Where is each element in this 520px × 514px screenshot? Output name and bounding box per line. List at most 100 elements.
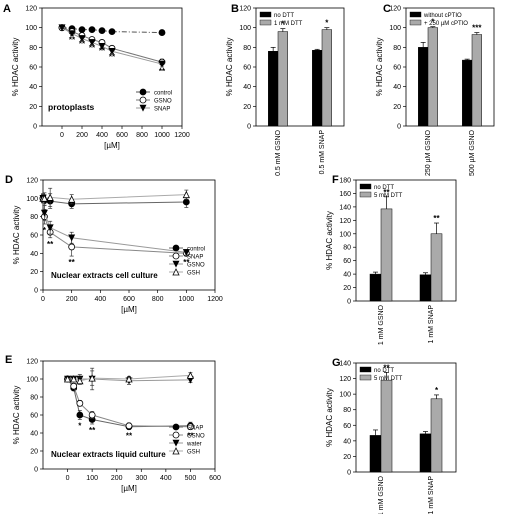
legend-marker [172,260,180,268]
data-point [125,375,133,383]
data-point [68,234,76,242]
x-axis-label: [µM] [121,484,137,493]
y-tick-label: 100 [25,25,37,32]
data-point [88,26,96,34]
y-tick-label: 20 [30,269,38,276]
bar [430,233,443,302]
y-tick-label: 20 [30,449,38,456]
y-tick-label: 120 [339,218,351,225]
data-point [88,374,96,382]
x-axis-label: [µM] [104,141,120,150]
inset-label: protoplasts [48,102,95,112]
legend-marker [172,431,180,439]
significance-label: ** [383,188,390,197]
significance-label: ** [79,40,86,49]
series-line [42,198,187,205]
bar [369,273,382,302]
y-tick-label: 80 [243,45,251,52]
x-tick-label: 500 [185,475,197,482]
inset-label: Nuclear extracts cell culture [51,271,158,280]
category-label: 1 mM GSNO [378,304,385,345]
y-axis-label: % HDAC activity [12,386,21,445]
x-tick-label: 600 [209,475,221,482]
significance-label: ** [109,52,116,61]
legend: SNAP GSNO water GSH [169,423,205,455]
x-tick-label: 1000 [179,296,195,303]
x-axis-label: [µM] [121,305,137,314]
y-tick-label: 0 [397,124,401,131]
y-tick-label: 100 [339,392,351,399]
x-tick-label: 400 [94,296,106,303]
y-axis-label: % HDAC activity [375,38,384,97]
y-axis-label: % HDAC activity [325,388,334,447]
legend: control GSNO SNAP [136,88,172,112]
legend: without cPTIO + 250 µM cPTIO [409,11,468,27]
panel-c: C 0 20 40 60 80 100 120 % HDAC activity * 250 µM G… [375,3,495,176]
significance-label: * [325,19,329,28]
category-label: 1 mM SNAP [428,476,435,514]
y-tick-label: 120 [339,376,351,383]
legend-label: SNAP [154,106,170,112]
legend-marker [172,244,180,252]
legend-label: GSNO [187,433,205,439]
category-label: 1 mM GSNO [378,475,385,514]
category-label: 1 mM SNAP [428,305,435,344]
y-tick-label: 40 [29,84,37,91]
x-tick-label: 200 [76,132,88,139]
y-tick-label: 140 [339,361,351,368]
y-tick-label: 120 [25,6,37,13]
y-tick-label: 100 [26,196,38,203]
x-tick-label: 800 [152,296,164,303]
significance-label: ** [69,36,76,45]
legend-label: water [186,441,202,447]
bar [312,50,323,127]
x-tick-label: 200 [111,475,123,482]
x-tick-label: 0 [66,475,70,482]
series-gsh [63,370,195,386]
y-tick-label: 20 [243,104,251,111]
x-tick-label: 0 [41,296,45,303]
data-point [68,243,76,251]
data-point [76,399,84,407]
y-axis-label: % HDAC activity [12,206,21,265]
legend-label: + 250 µM cPTIO [424,21,468,27]
legend-label: GSH [187,449,200,455]
series-line [67,378,191,428]
y-tick-label: 120 [26,178,38,185]
data-point [58,24,66,32]
legend-marker [172,252,180,260]
panel-b: B 0 20 40 60 80 100 120 % HDAC activity * 0.5 mM G… [225,3,345,176]
significance-label: * [281,20,285,29]
data-point [158,60,166,68]
legend-label: control [187,246,205,252]
data-point [76,376,84,385]
series-snap [58,24,166,68]
y-tick-label: 140 [339,204,351,211]
significance-label: * [431,18,435,27]
legend-swatch [409,11,422,18]
y-tick-label: 60 [30,233,38,240]
bar [369,435,382,473]
y-tick-label: 120 [26,359,38,366]
y-tick-label: 0 [347,299,351,306]
data-point [68,30,76,38]
x-tick-label: 400 [160,475,172,482]
data-point [182,190,190,199]
y-tick-label: 40 [343,438,351,445]
panel-letter: F [332,174,339,186]
legend-label: SNAP [187,425,203,431]
y-tick-label: 60 [343,423,351,430]
series-line [42,198,187,253]
x-tick-label: 600 [116,132,128,139]
x-tick-label: 200 [66,296,78,303]
significance-label: * [43,226,47,235]
legend-label: GSNO [154,98,172,104]
y-tick-label: 80 [343,407,351,414]
data-point [46,193,54,201]
y-tick-label: 40 [30,431,38,438]
data-point [40,194,49,202]
legend-label: no DTT [374,368,394,374]
legend-label: SNAP [187,254,203,260]
legend-marker [139,96,147,104]
significance-label: ** [159,67,166,76]
